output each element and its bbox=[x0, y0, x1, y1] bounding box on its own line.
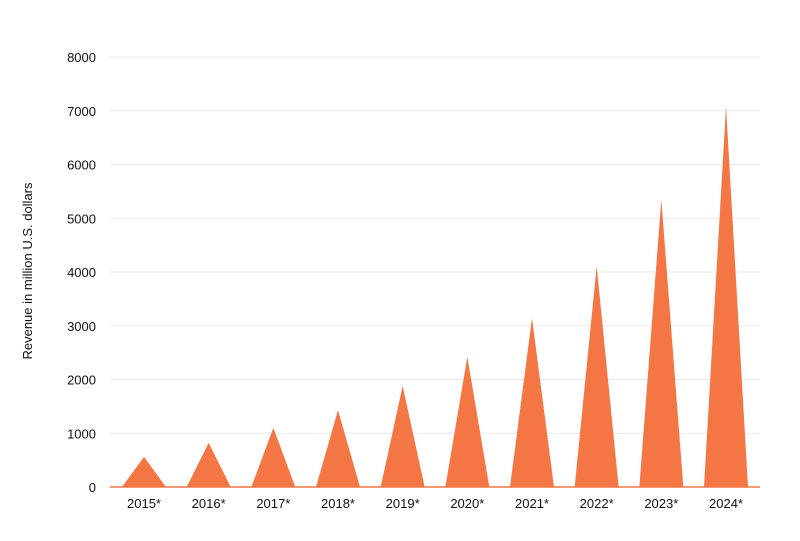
bar-2017 bbox=[251, 427, 296, 487]
bar-2016 bbox=[186, 442, 231, 487]
x-tick-label: 2022* bbox=[580, 496, 614, 511]
gridlines bbox=[110, 56, 760, 434]
x-tick-label: 2016* bbox=[192, 496, 226, 511]
x-tick-label: 2021* bbox=[515, 496, 549, 511]
bar-2019 bbox=[380, 385, 425, 487]
x-tick-label: 2015* bbox=[127, 496, 161, 511]
bars bbox=[122, 106, 748, 487]
y-axis-label: Revenue in million U.S. dollars bbox=[20, 182, 35, 360]
y-tick-label: 5000 bbox=[67, 211, 96, 226]
y-tick-label: 3000 bbox=[67, 319, 96, 334]
x-tick-labels: 2015* 2016* 2017* 2018* 2019* 2020* 2021* 2022*… bbox=[127, 496, 743, 511]
bar-2015 bbox=[122, 456, 166, 487]
x-tick-label: 2024* bbox=[709, 496, 743, 511]
y-tick-label: 8000 bbox=[67, 50, 96, 65]
bar-2018 bbox=[316, 410, 360, 487]
bar-2021 bbox=[510, 318, 554, 487]
y-tick-label: 7000 bbox=[67, 104, 96, 119]
y-tick-label: 2000 bbox=[67, 373, 96, 388]
x-tick-label: 2017* bbox=[256, 496, 290, 511]
x-tick-label: 2018* bbox=[321, 496, 355, 511]
bar-2023 bbox=[639, 199, 684, 487]
bar-2022 bbox=[574, 266, 619, 487]
y-tick-labels: 0 1000 2000 3000 4000 5000 6000 7000 8000 bbox=[67, 50, 96, 495]
x-tick-label: 2019* bbox=[386, 496, 420, 511]
y-tick-label: 6000 bbox=[67, 158, 96, 173]
y-tick-label: 1000 bbox=[67, 426, 96, 441]
bar-2020 bbox=[445, 356, 490, 487]
x-tick-label: 2020* bbox=[450, 496, 484, 511]
x-tick-label: 2023* bbox=[644, 496, 678, 511]
bar-2024 bbox=[704, 106, 748, 487]
y-tick-label: 0 bbox=[89, 480, 96, 495]
y-tick-label: 4000 bbox=[67, 265, 96, 280]
